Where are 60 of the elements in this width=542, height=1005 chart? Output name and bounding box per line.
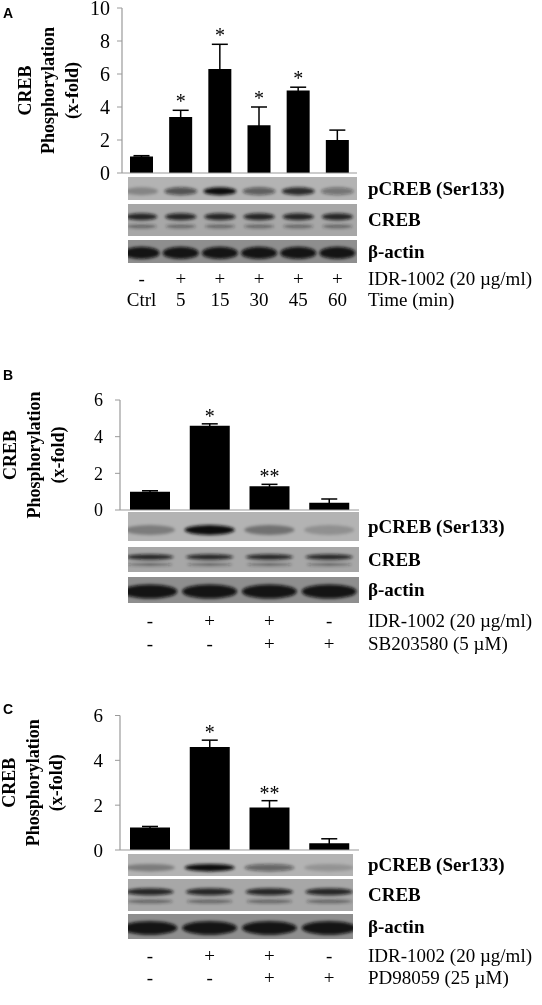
text: pCREB (Ser133) [368, 177, 505, 200]
text: β-actin [368, 915, 425, 938]
text: CREB [368, 884, 421, 906]
y-tick-label: 8 [100, 30, 110, 53]
x-tick-label: - Ctrl [126, 268, 157, 310]
text: pCREB (Ser133) [368, 854, 505, 876]
y-tick-label: 4 [100, 96, 110, 119]
y-tick-label: 4 [93, 750, 104, 772]
bar [286, 90, 310, 173]
text: β-actin [368, 579, 425, 601]
annotation: * [204, 721, 215, 744]
x-axis-title: IDR-1002 (20 µg/ml) Time (min) [368, 268, 532, 311]
x-tick-label: - - [146, 610, 154, 654]
annotation: ** [259, 781, 280, 804]
text: CREB [368, 209, 421, 231]
text: B [3, 366, 14, 384]
annotation: * [204, 404, 215, 427]
x-tick-label: + - [204, 610, 215, 654]
x-tick-label: + 45 [288, 268, 308, 310]
y-tick-label: 2 [100, 129, 110, 152]
y-tick-label: 6 [94, 390, 103, 411]
annotation: * [254, 87, 265, 109]
y-axis-title: CREB Phosphorylation (x-fold) [15, 26, 84, 155]
annotation: ** [259, 465, 280, 488]
y-axis-title: CREB Phosphorylation (x-fold) [0, 719, 68, 847]
x-axis-title: IDR-1002 (20 µg/ml) SB203580 (5 µM) [368, 609, 532, 656]
bar [130, 491, 170, 510]
x-tick-label: + 15 [210, 268, 230, 310]
annotation: * [293, 67, 304, 90]
bar [130, 827, 170, 850]
y-tick-label: 2 [93, 794, 103, 816]
x-axis-title: IDR-1002 (20 µg/ml) PD98059 (25 µM) [368, 944, 532, 989]
annotation: * [175, 90, 186, 113]
x-tick-label: + 60 [327, 268, 347, 310]
text: β-actin [368, 240, 425, 263]
text: CREB [368, 548, 421, 571]
y-tick-label: 0 [93, 839, 103, 861]
y-tick-label: 6 [93, 705, 103, 727]
x-tick-label: + + [264, 945, 275, 988]
x-tick-label: - + [323, 610, 335, 654]
bar [189, 425, 230, 510]
x-tick-label: + 5 [175, 268, 187, 310]
text: A [3, 4, 14, 22]
annotation: * [214, 24, 225, 47]
x-tick-label: + 30 [249, 268, 269, 310]
y-tick-label: 0 [100, 162, 110, 185]
y-axis-title: CREB Phosphorylation (x-fold) [0, 391, 70, 519]
chart-title: C [3, 700, 14, 718]
y-tick-label: 4 [94, 427, 103, 448]
x-tick-label: + + [264, 610, 275, 654]
x-tick-label: - + [323, 945, 335, 988]
y-tick-label: 6 [100, 63, 110, 86]
x-tick-label: + - [204, 945, 215, 988]
bar [130, 156, 153, 173]
y-tick-label: 2 [94, 463, 103, 484]
y-tick-label: 10 [90, 0, 110, 20]
x-tick-label: - - [146, 945, 154, 988]
text: pCREB (Ser133) [368, 515, 505, 538]
y-tick-label: 0 [94, 500, 103, 521]
bar [249, 486, 290, 510]
